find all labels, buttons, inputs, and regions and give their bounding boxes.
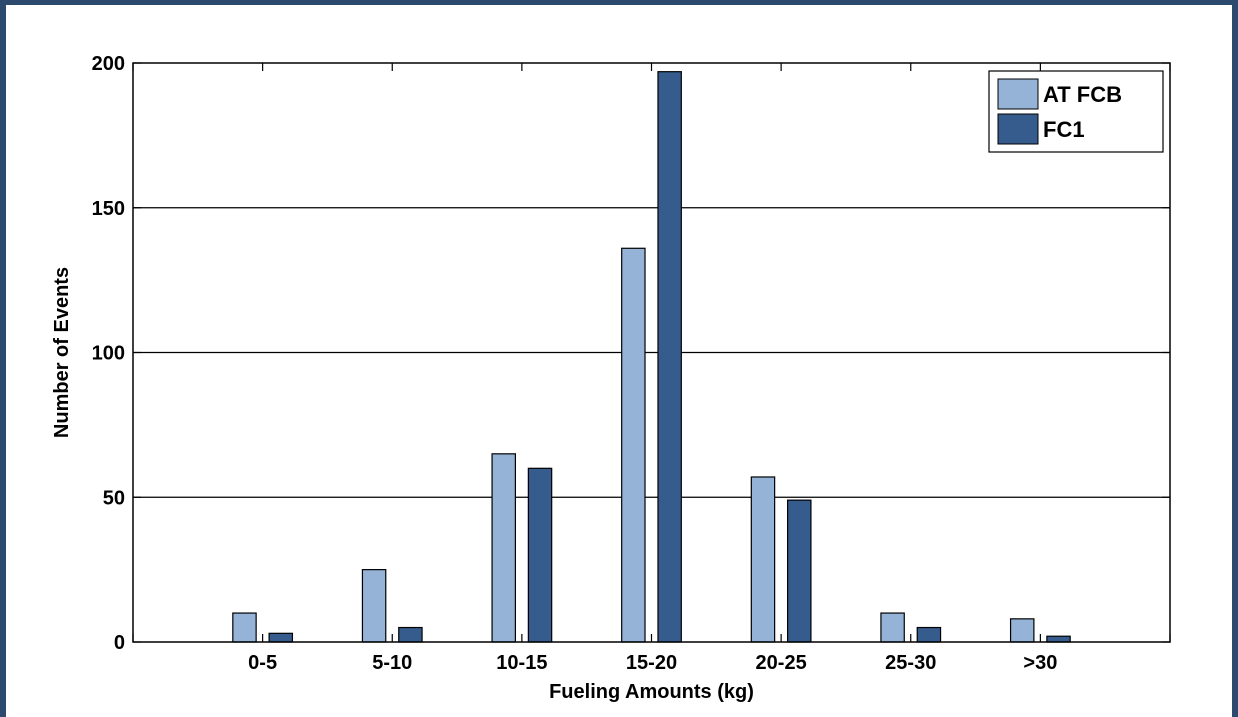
bar-fc1-2 [527,467,553,643]
bar-at-fcb-0 [232,612,257,643]
x-tick-label: 10-15 [496,652,547,674]
bar-fc1-3 [657,71,682,643]
x-tick-label: 15-20 [626,652,677,674]
y-tick-label: 150 [92,198,125,220]
y-tick-label: 50 [103,487,125,509]
bar-at-fcb-5 [880,612,905,643]
x-tick-label: 20-25 [756,652,807,674]
legend-label: AT FCB [1043,82,1122,107]
x-tick-label: 5-10 [372,652,412,674]
y-tick-label: 100 [92,343,125,365]
legend-swatch [997,113,1039,145]
bar-at-fcb-6 [1009,618,1035,643]
bar-at-fcb-3 [621,247,646,643]
gridlines [133,207,1170,498]
bar-fc1-1 [398,626,423,643]
ticks: 0 50 100 150 200 0-5 5-10 10-15 15-20 20-25 25-30 >… [92,53,1171,674]
x-tick-label: >30 [1023,652,1057,674]
bar-fc1-4 [787,499,812,643]
y-tick-label: 200 [92,53,125,75]
legend-swatch [997,78,1039,110]
legend: AT FCB FC1 [988,70,1164,153]
bar-fc1-6 [1046,635,1071,643]
x-tick-label: 25-30 [885,652,936,674]
x-tick-label: 0-5 [248,652,277,674]
bar-at-fcb-1 [361,569,387,643]
bar-fc1-5 [916,626,942,643]
bar-fc1-0 [268,632,294,643]
y-axis-label: Number of Events [51,267,73,438]
bar-at-fcb-2 [491,453,516,643]
bars [232,71,1071,643]
legend-label: FC1 [1043,117,1085,142]
bar-at-fcb-4 [750,476,776,643]
y-tick-label: 0 [114,632,125,654]
x-axis-label: Fueling Amounts (kg) [549,681,754,703]
